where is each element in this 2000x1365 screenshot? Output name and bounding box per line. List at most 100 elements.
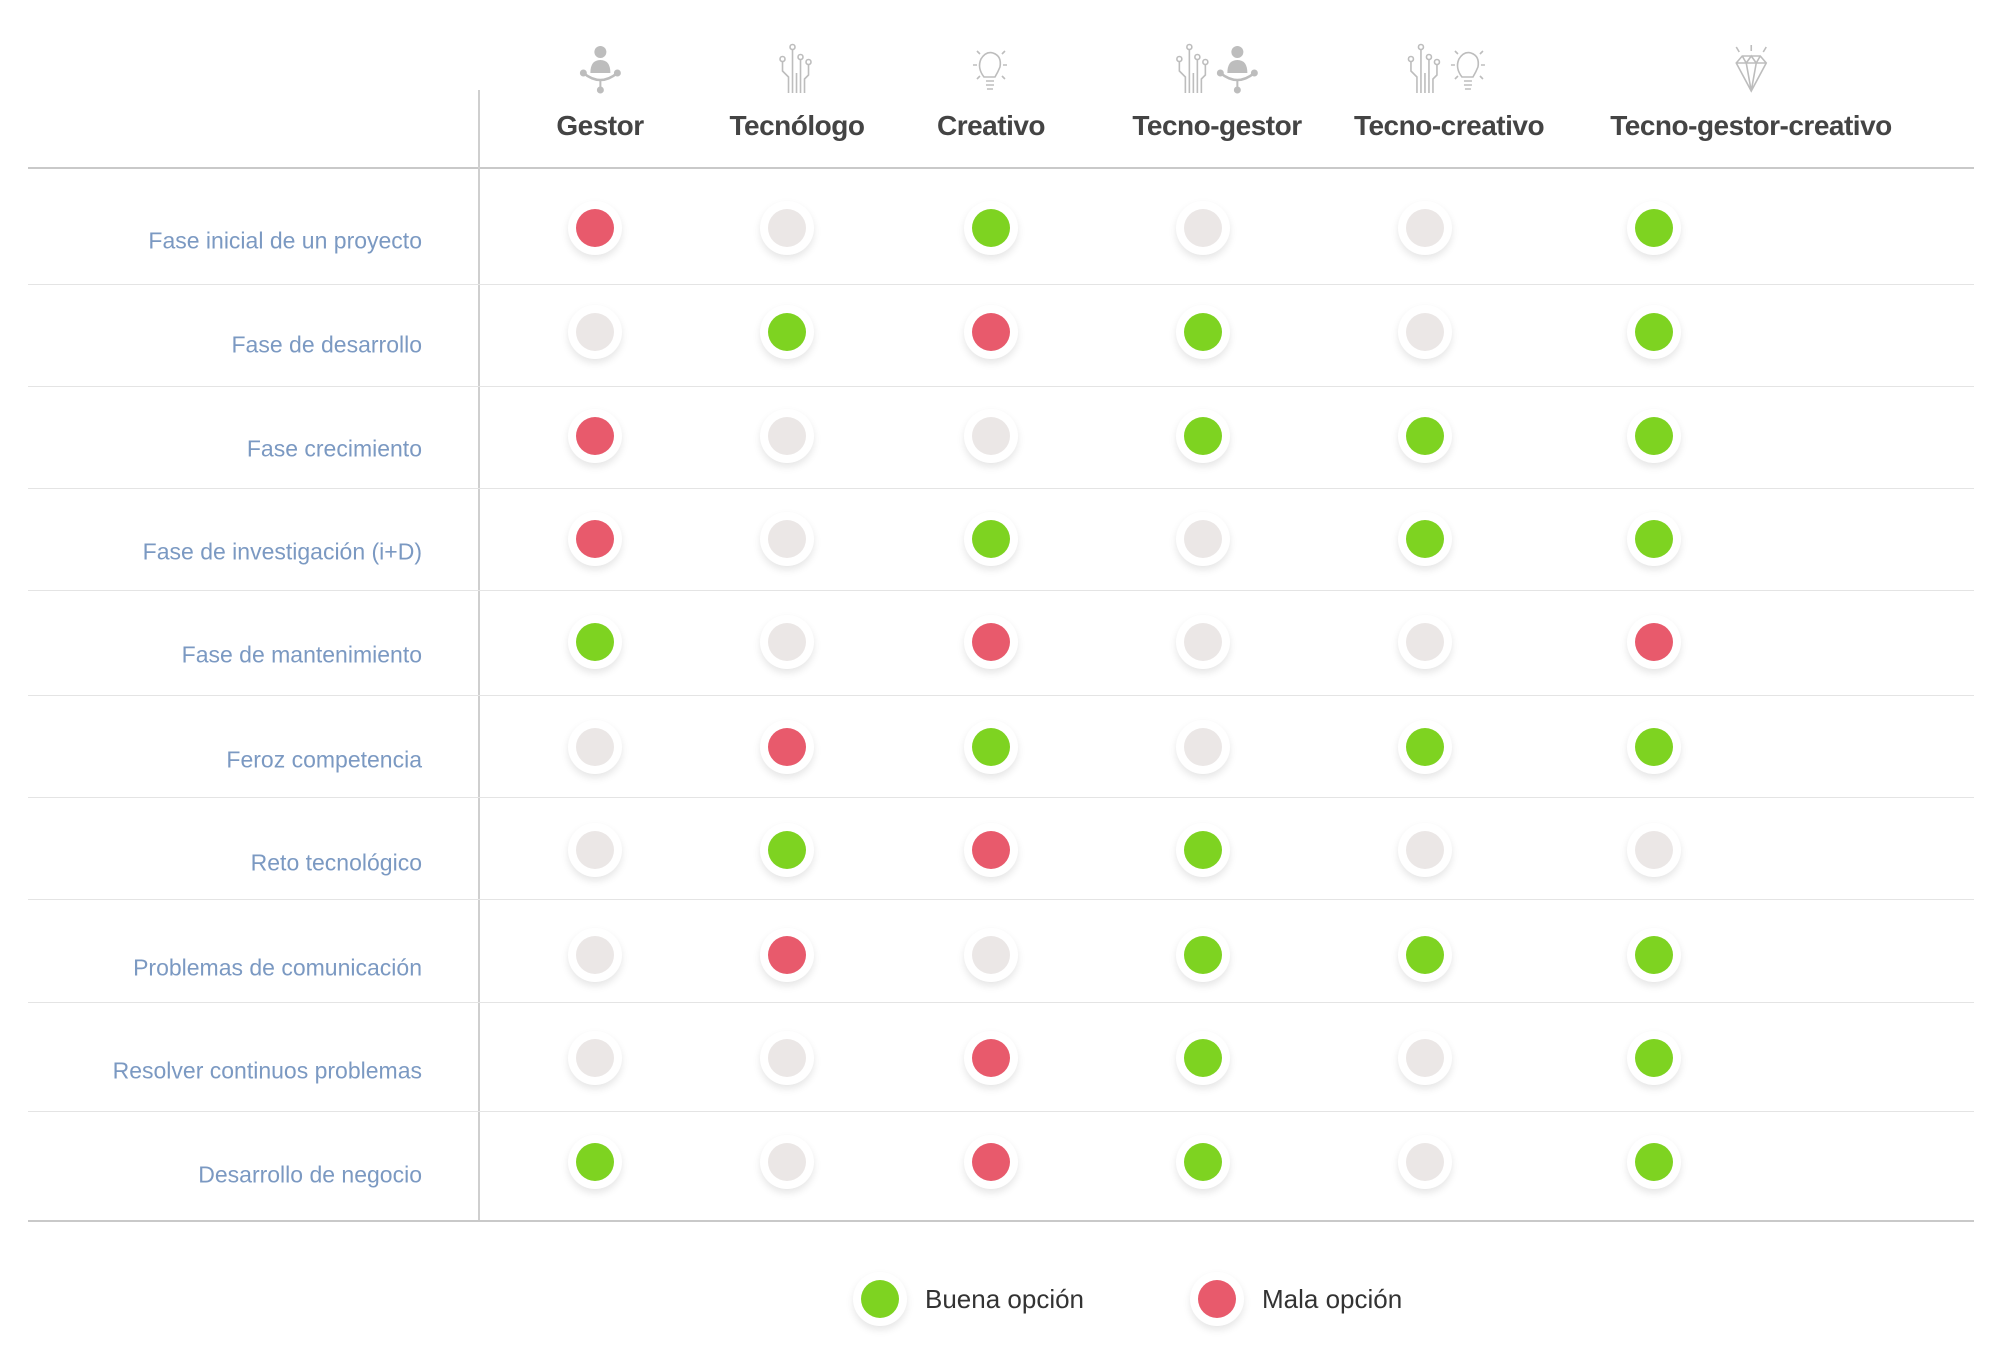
neutral-option-dot [760,1135,814,1189]
good-option-dot [1176,1031,1230,1085]
bad-option-dot [568,201,622,255]
good-option-dot [1176,409,1230,463]
column-icon-group [1610,40,1892,100]
column-header: Tecno-gestor-creativo [1610,40,1892,142]
neutral-option-dot [760,1031,814,1085]
manager-icon [1215,43,1259,100]
good-option-dot [568,1135,622,1189]
good-option-dot [1176,1135,1230,1189]
good-option-dot [964,201,1018,255]
neutral-option-dot [1398,201,1452,255]
row-divider [28,1111,1974,1112]
good-dot-icon [853,1272,907,1326]
column-label: Tecno-creativo [1353,110,1545,141]
good-option-dot [1627,512,1681,566]
legend-good: Buena opción [853,1272,1084,1326]
column-label: Gestor [556,110,644,141]
neutral-option-dot [1627,823,1681,877]
row-divider [28,797,1974,798]
bad-option-dot [568,409,622,463]
bad-option-dot [760,928,814,982]
row-label: Fase de mantenimiento [181,641,422,668]
circuit-icon [1175,43,1211,100]
bad-option-dot [568,512,622,566]
neutral-option-dot [568,823,622,877]
row-divider [28,899,1974,900]
column-label: Tecno-gestor-creativo [1610,110,1892,141]
row-divider [28,1220,1974,1222]
neutral-option-dot [568,928,622,982]
good-option-dot [1398,409,1452,463]
row-label: Fase crecimiento [246,435,422,462]
column-label: Tecno-gestor [1132,110,1302,141]
good-option-dot [1627,1031,1681,1085]
neutral-option-dot [1398,1135,1452,1189]
label-column-divider [478,90,480,1220]
row-label: Desarrollo de negocio [198,1161,422,1188]
good-option-dot [1627,305,1681,359]
row-divider [28,386,1974,387]
circuit-icon [1407,43,1443,100]
good-option-dot [1627,720,1681,774]
good-option-dot [1398,928,1452,982]
row-divider [28,284,1974,285]
bad-option-dot [964,823,1018,877]
row-label: Resolver continuos problemas [112,1057,422,1084]
column-header: Gestor [556,40,644,142]
column-icon-group [937,40,1045,100]
legend-bad: Mala opción [1190,1272,1402,1326]
bad-option-dot [760,720,814,774]
good-option-dot [1627,201,1681,255]
row-divider [28,695,1974,696]
column-header: Tecno-creativo [1353,40,1545,142]
bad-option-dot [964,305,1018,359]
good-option-dot [1398,512,1452,566]
legend-bad-label: Mala opción [1262,1283,1403,1314]
circuit-icon [779,43,815,100]
row-label: Problemas de comunicación [133,954,422,981]
neutral-option-dot [964,409,1018,463]
column-header: Tecno-gestor [1132,40,1302,142]
column-header: Tecnólogo [730,40,865,142]
good-option-dot [1176,928,1230,982]
bad-option-dot [964,615,1018,669]
bad-option-dot [964,1135,1018,1189]
lightbulb-icon [969,43,1013,100]
row-divider [28,590,1974,591]
good-option-dot [1627,1135,1681,1189]
neutral-option-dot [1176,201,1230,255]
good-option-dot [964,720,1018,774]
good-option-dot [1176,305,1230,359]
row-divider [28,1002,1974,1003]
column-label: Tecnólogo [729,110,865,141]
neutral-option-dot [568,305,622,359]
row-label: Feroz competencia [226,746,422,773]
lightbulb-icon [1447,43,1491,100]
column-icon-group [730,40,865,100]
neutral-option-dot [568,720,622,774]
row-label: Fase de investigación (i+D) [142,538,422,565]
column-icon-group [1354,40,1544,100]
neutral-option-dot [1176,720,1230,774]
good-option-dot [760,823,814,877]
neutral-option-dot [760,512,814,566]
column-label: Creativo [936,110,1046,141]
good-option-dot [1627,409,1681,463]
neutral-option-dot [964,928,1018,982]
column-icon-group [556,40,643,100]
neutral-option-dot [1398,615,1452,669]
manager-icon [578,43,622,100]
row-label: Reto tecnológico [250,849,422,876]
legend-good-label: Buena opción [925,1283,1085,1314]
neutral-option-dot [1398,1031,1452,1085]
neutral-option-dot [1398,305,1452,359]
neutral-option-dot [568,1031,622,1085]
bad-option-dot [1627,615,1681,669]
bad-option-dot [964,1031,1018,1085]
bad-dot-icon [1190,1272,1244,1326]
good-option-dot [1398,720,1452,774]
good-option-dot [568,615,622,669]
neutral-option-dot [760,201,814,255]
good-option-dot [964,512,1018,566]
row-label: Fase de desarrollo [231,331,423,358]
